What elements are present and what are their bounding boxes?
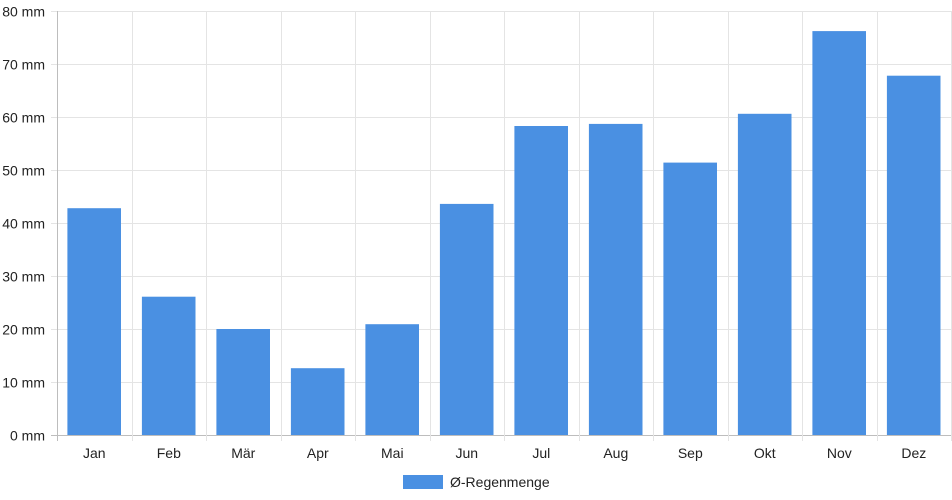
- legend[interactable]: Ø-Regenmenge: [403, 474, 550, 490]
- x-tick-label: Jul: [532, 445, 550, 461]
- bar-apr[interactable]: [290, 368, 345, 435]
- x-tick-label: Feb: [157, 445, 181, 461]
- bar-jan[interactable]: [67, 208, 121, 435]
- y-tick-label: 10 mm: [2, 375, 45, 391]
- x-tick-label: Okt: [754, 445, 776, 461]
- y-tick-label: 30 mm: [2, 269, 45, 285]
- x-tick-label: Nov: [827, 445, 852, 461]
- x-tick-label: Sep: [678, 445, 703, 461]
- bar-jul[interactable]: [514, 126, 568, 435]
- bar-okt[interactable]: [737, 113, 792, 436]
- x-tick-label: Apr: [307, 445, 329, 461]
- bar-feb[interactable]: [141, 296, 196, 435]
- bar-mär[interactable]: [216, 329, 270, 435]
- bar-dez[interactable]: [886, 75, 941, 435]
- y-tick-label: 50 mm: [2, 163, 45, 179]
- bar-aug[interactable]: [588, 123, 643, 436]
- y-tick-label: 60 mm: [2, 110, 45, 126]
- bar-sep[interactable]: [663, 162, 717, 435]
- y-tick-label: 40 mm: [2, 216, 45, 232]
- legend-label: Ø-Regenmenge: [450, 474, 550, 490]
- y-tick-label: 20 mm: [2, 322, 45, 338]
- x-tick-label: Mär: [231, 445, 255, 461]
- y-tick-label: 70 mm: [2, 57, 45, 73]
- y-tick-label: 80 mm: [2, 4, 45, 20]
- bars: [67, 31, 941, 436]
- bar-nov[interactable]: [812, 31, 866, 435]
- bar-mai[interactable]: [365, 324, 419, 435]
- x-tick-label: Jan: [83, 445, 106, 461]
- x-tick-label: Jun: [456, 445, 479, 461]
- x-axis-ticks: Jan Feb Mär Apr Mai Jun Jul Aug Sep Okt Nov Dez: [83, 445, 926, 461]
- x-tick-label: Dez: [901, 445, 926, 461]
- legend-swatch: [403, 475, 443, 489]
- bar-jun[interactable]: [439, 203, 494, 435]
- y-tick-label: 0 mm: [10, 428, 45, 444]
- x-tick-label: Mai: [381, 445, 404, 461]
- y-axis-ticks: 0 mm 10 mm 20 mm 30 mm 40 mm 50 mm 60 mm 70 mm 8…: [2, 4, 45, 444]
- x-tick-label: Aug: [603, 445, 628, 461]
